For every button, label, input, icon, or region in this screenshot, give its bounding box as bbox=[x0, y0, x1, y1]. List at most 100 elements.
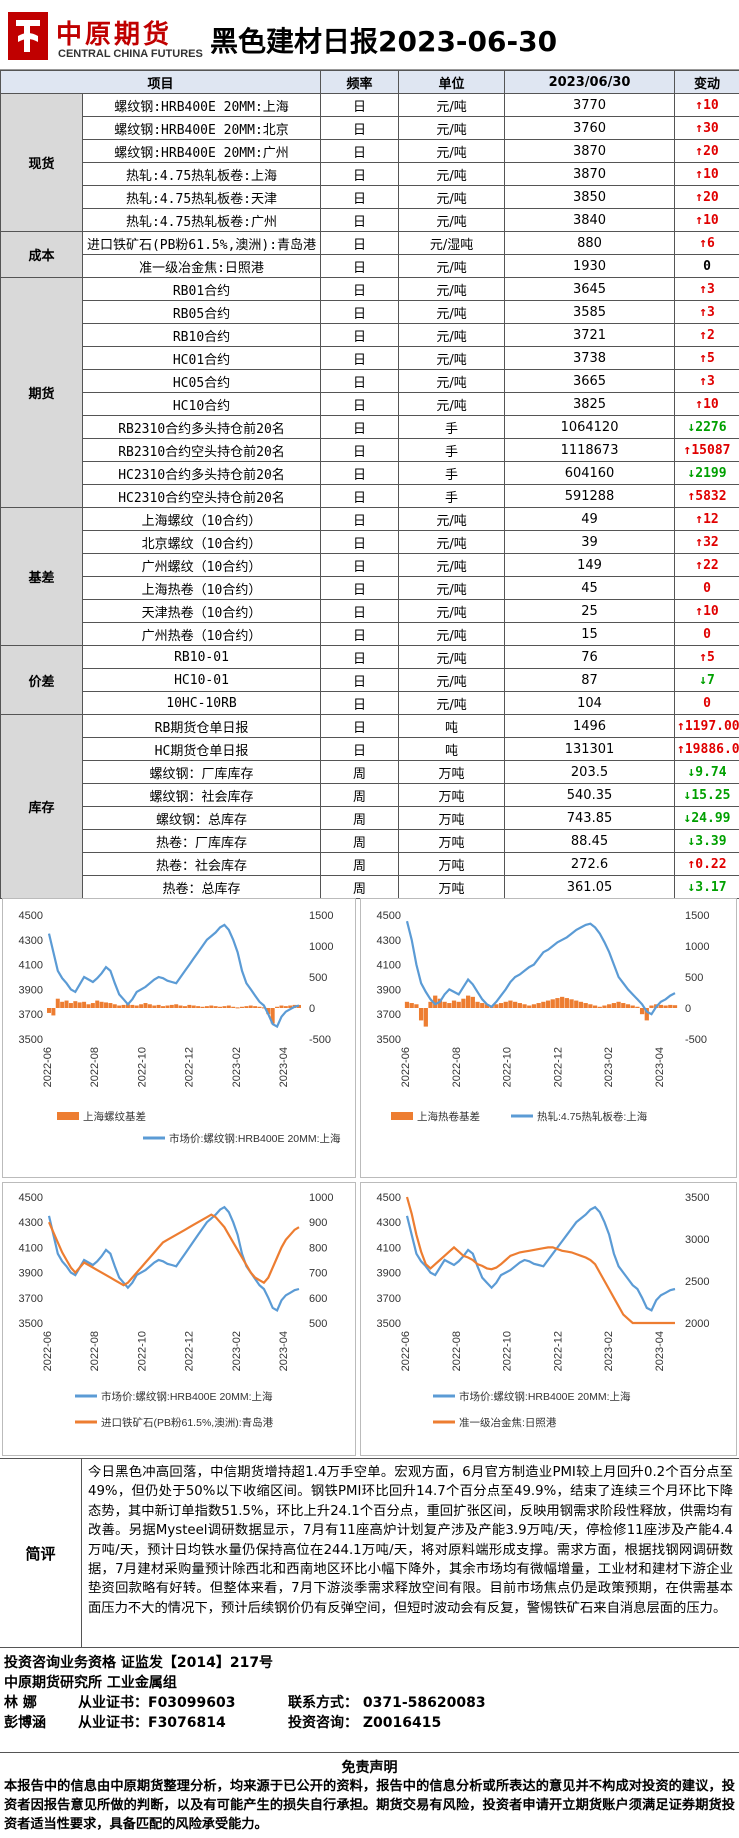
basis-bar bbox=[270, 1008, 275, 1024]
freq-cell: 日 bbox=[320, 645, 400, 669]
x-tick-label: 2023-02 bbox=[603, 1331, 615, 1371]
basis-bar bbox=[187, 1004, 192, 1008]
basis-bar bbox=[630, 1005, 635, 1008]
basis-bar bbox=[569, 999, 574, 1008]
value-cell: 3645 bbox=[504, 277, 676, 301]
unit-cell: 万吨 bbox=[398, 852, 506, 876]
unit-cell: 万吨 bbox=[398, 875, 506, 899]
table-row: HC01合约日元/吨 3738 ↑5 bbox=[1, 346, 739, 370]
item-cell: 螺纹钢:HRB400E 20MM:广州 bbox=[81, 139, 322, 163]
y2-tick-label: 700 bbox=[309, 1268, 327, 1280]
change-cell: ↑10 bbox=[674, 93, 739, 117]
x-tick-label: 2022-12 bbox=[184, 1331, 196, 1371]
basis-bar bbox=[480, 1003, 485, 1008]
change-value: 9.74 bbox=[695, 764, 727, 780]
item-cell: 天津热卷（10合约） bbox=[81, 599, 322, 623]
unit-cell: 手 bbox=[398, 461, 506, 485]
change-value: 1197.00 bbox=[684, 718, 739, 734]
change-value: 30 bbox=[703, 120, 719, 136]
unit-cell: 手 bbox=[398, 484, 506, 508]
change-cell: ↑32 bbox=[674, 530, 739, 554]
header-freq: 频率 bbox=[320, 70, 400, 94]
unit-cell: 元/吨 bbox=[398, 300, 506, 324]
report-title: 黑色建材日报2023-06-30 bbox=[210, 25, 558, 58]
freq-cell: 日 bbox=[320, 392, 400, 416]
change-cell: ↑20 bbox=[674, 185, 739, 209]
arrow-up-icon: ↑ bbox=[699, 327, 708, 343]
change-value: 3 bbox=[707, 304, 715, 320]
basis-bar bbox=[253, 1006, 258, 1008]
y2-tick-label: 0 bbox=[309, 1003, 315, 1015]
change-cell: ↑3 bbox=[674, 277, 739, 301]
value-cell: 743.85 bbox=[504, 806, 676, 830]
change-value: 5 bbox=[707, 350, 715, 366]
y2-tick-label: 500 bbox=[309, 1318, 327, 1330]
freq-cell: 日 bbox=[320, 737, 400, 761]
arrow-up-icon: ↑ bbox=[695, 212, 704, 228]
y-tick-label: 3700 bbox=[19, 1293, 43, 1305]
basis-bar bbox=[484, 1004, 490, 1008]
basis-bar bbox=[248, 1005, 253, 1008]
freq-cell: 周 bbox=[320, 760, 400, 784]
y-tick-label: 3700 bbox=[377, 1009, 401, 1021]
arrow-up-icon: ↑ bbox=[695, 534, 704, 550]
basis-bar bbox=[77, 1002, 82, 1008]
item-cell: 广州螺纹（10合约） bbox=[81, 553, 322, 577]
change-value: 3 bbox=[707, 373, 715, 389]
change-value: 10 bbox=[703, 603, 719, 619]
basis-bar bbox=[218, 1006, 223, 1008]
chart-rebar-basis: 4500 4300 4100 3900 3700 3500 1500 1000 500 0 -500… bbox=[2, 898, 356, 1178]
y2-tick-label: 600 bbox=[309, 1293, 327, 1305]
table-row: 现货 螺纹钢:HRB400E 20MM:上海日元/吨 3770 ↑10 bbox=[0, 93, 739, 232]
change-cell: ↓24.99 bbox=[674, 806, 739, 830]
item-cell: HC2310合约多头持仓前20名 bbox=[81, 461, 322, 485]
change-cell: ↑3 bbox=[674, 369, 739, 393]
change-value: 15087 bbox=[691, 442, 731, 458]
table-row: HC2310合约空头持仓前20名日手 591288 ↑5832 bbox=[1, 484, 739, 508]
basis-bar bbox=[266, 1008, 271, 1015]
analyst-cert-1: 从业证书：F03099603 bbox=[78, 1695, 236, 1711]
unit-cell: 元/吨 bbox=[398, 622, 506, 646]
institute-line: 中原期货研究所 工业金属组 bbox=[4, 1675, 177, 1691]
change-cell: ↓3.39 bbox=[674, 829, 739, 853]
basis-bar bbox=[555, 998, 560, 1008]
y-tick-label: 3900 bbox=[19, 984, 43, 996]
item-cell: 螺纹钢:HRB400E 20MM:北京 bbox=[81, 116, 322, 140]
freq-cell: 日 bbox=[320, 714, 400, 738]
x-tick-label: 2023-04 bbox=[654, 1047, 666, 1087]
freq-cell: 日 bbox=[320, 461, 400, 485]
arrow-up-icon: ↑ bbox=[699, 373, 708, 389]
item-cell: 北京螺纹（10合约） bbox=[81, 530, 322, 554]
qualification-line: 投资咨询业务资格 证监发【2014】217号 bbox=[4, 1655, 274, 1671]
freq-cell: 日 bbox=[320, 484, 400, 508]
arrow-down-icon: ↓ bbox=[687, 465, 696, 481]
freq-cell: 周 bbox=[320, 829, 400, 853]
value-cell: 1118673 bbox=[504, 438, 676, 462]
item-cell: RB期货仓单日报 bbox=[81, 714, 322, 738]
freq-cell: 日 bbox=[320, 438, 400, 462]
table-row: HC10-01 日元/吨 87 ↓7 bbox=[1, 668, 739, 692]
unit-cell: 手 bbox=[398, 438, 506, 462]
item-cell: 热卷：总库存 bbox=[81, 875, 322, 899]
freq-cell: 日 bbox=[320, 415, 400, 439]
basis-bar bbox=[592, 1005, 598, 1008]
x-tick-label: 2022-06 bbox=[400, 1047, 412, 1087]
arrow-down-icon: ↓ bbox=[683, 810, 692, 826]
table-row: 广州螺纹（10合约）日元/吨 149 ↑22 bbox=[1, 553, 739, 577]
unit-cell: 元/吨 bbox=[398, 185, 506, 209]
basis-bar bbox=[174, 1004, 179, 1008]
change-cell: ↑10 bbox=[674, 162, 739, 186]
x-tick-label: 2023-04 bbox=[278, 1331, 290, 1371]
category-cell: 库存 bbox=[0, 714, 83, 899]
basis-bar bbox=[447, 1003, 452, 1008]
unit-cell: 元/吨 bbox=[398, 277, 506, 301]
basis-bar bbox=[498, 1003, 504, 1008]
change-cell: ↑15087 bbox=[674, 438, 739, 462]
unit-cell: 元/湿吨 bbox=[398, 231, 506, 255]
freq-cell: 日 bbox=[320, 691, 400, 715]
table-row: 热轧:4.75热轧板卷:天津日元/吨 3850 ↑20 bbox=[1, 185, 739, 209]
analyst-name-2: 彭博涵 bbox=[4, 1715, 46, 1731]
value-cell: 1930 bbox=[504, 254, 676, 278]
y2-tick-label: 1000 bbox=[309, 941, 333, 953]
value-cell: 3738 bbox=[504, 346, 676, 370]
